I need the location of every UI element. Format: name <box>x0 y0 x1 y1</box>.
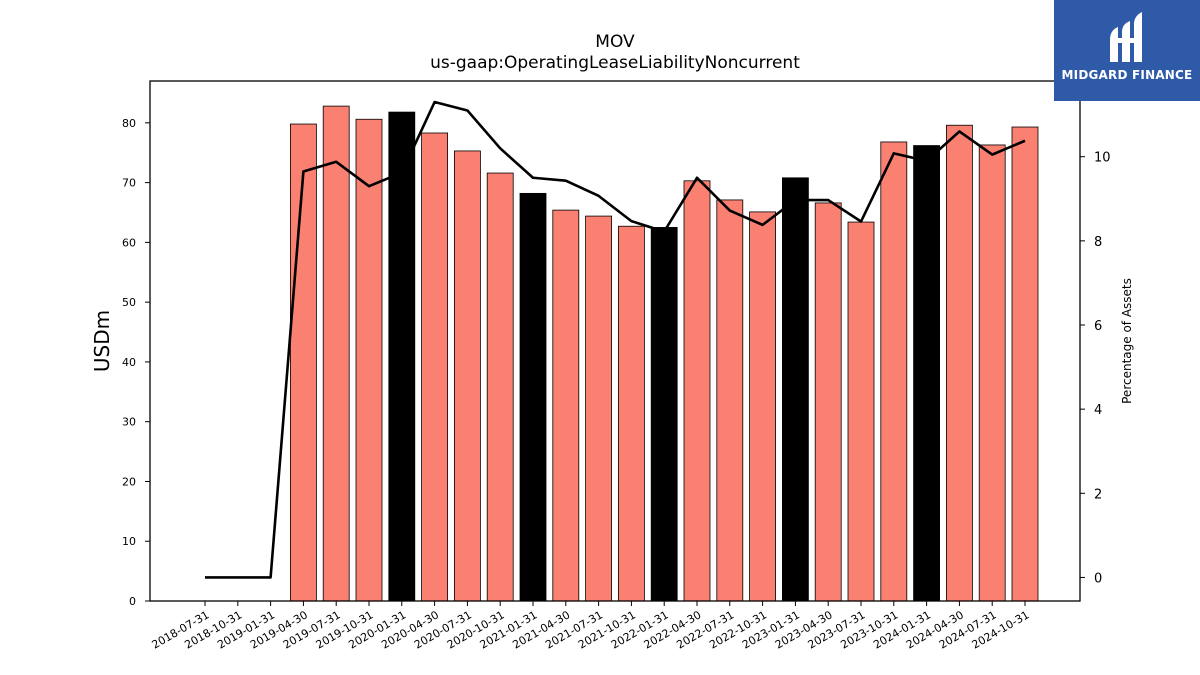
line-layer <box>205 100 1026 579</box>
bar-2022-01-31 <box>650 227 678 602</box>
y-tick-label-40: 40 <box>122 356 136 369</box>
brand-logo: MIDGARD FINANCE <box>1054 0 1200 101</box>
bar-2024-01-31 <box>913 145 940 602</box>
logo-text: MIDGARD FINANCE <box>1061 68 1193 82</box>
y-right-tick-label-6: 6 <box>1094 319 1102 334</box>
y-tick-label-80: 80 <box>122 117 136 130</box>
bar-2023-10-31 <box>880 141 908 602</box>
bar-2023-01-31 <box>782 177 809 602</box>
bar-2024-10-31 <box>1011 126 1039 602</box>
bar-2020-01-31 <box>388 111 416 602</box>
bar-2024-04-30 <box>946 124 973 602</box>
y-tick-label-10: 10 <box>122 535 136 548</box>
bar-2022-10-31 <box>749 211 776 602</box>
bar-2022-07-31 <box>716 199 744 602</box>
y-right-tick-label-2: 2 <box>1094 487 1102 502</box>
right-axis: 0 2 4 6 8 10 <box>1080 151 1111 586</box>
bars-layer <box>289 105 1039 602</box>
bar-2019-04-30 <box>289 123 317 602</box>
y-tick-label-0: 0 <box>129 595 136 608</box>
y-axis-label: USDm <box>90 310 114 372</box>
bar-2020-07-31 <box>453 150 481 602</box>
chart-title: MOV <box>595 32 635 52</box>
y-tick-label-20: 20 <box>122 475 136 488</box>
y-tick-label-60: 60 <box>122 236 136 249</box>
bar-2020-10-31 <box>486 172 514 602</box>
y-right-tick-label-8: 8 <box>1094 235 1102 250</box>
y-right-tick-label-0: 0 <box>1094 571 1102 586</box>
left-axis: 0 10 20 30 40 50 60 70 80 <box>122 117 150 608</box>
y-tick-label-70: 70 <box>122 177 136 190</box>
bar-2021-10-31 <box>618 225 645 602</box>
plot-frame <box>149 80 1081 602</box>
bar-2023-04-30 <box>814 202 842 602</box>
y-right-tick-label-4: 4 <box>1094 403 1102 418</box>
bar-2021-01-31 <box>519 192 547 602</box>
bar-2022-04-30 <box>683 180 711 602</box>
x-axis: 2018-07-312018-10-312019-01-312019-04-30… <box>150 601 1032 652</box>
series-line <box>205 100 1026 579</box>
chart-subtitle: us-gaap:OperatingLeaseLiabilityNoncurren… <box>430 53 800 73</box>
y-tick-label-50: 50 <box>122 296 136 309</box>
bar-2019-10-31 <box>355 118 383 602</box>
bar-2021-07-31 <box>585 215 612 602</box>
bar-2019-07-31 <box>322 105 350 602</box>
midgard-logo-icon <box>1110 12 1142 62</box>
y-tick-label-30: 30 <box>122 416 136 429</box>
bar-2023-07-31 <box>847 221 875 602</box>
y-right-tick-label-10: 10 <box>1094 151 1111 166</box>
bar-2024-07-31 <box>978 144 1006 602</box>
bar-2021-04-30 <box>552 209 580 602</box>
bar-2020-04-30 <box>421 132 449 602</box>
y-axis-right-label: Percentage of Assets <box>1120 278 1134 404</box>
